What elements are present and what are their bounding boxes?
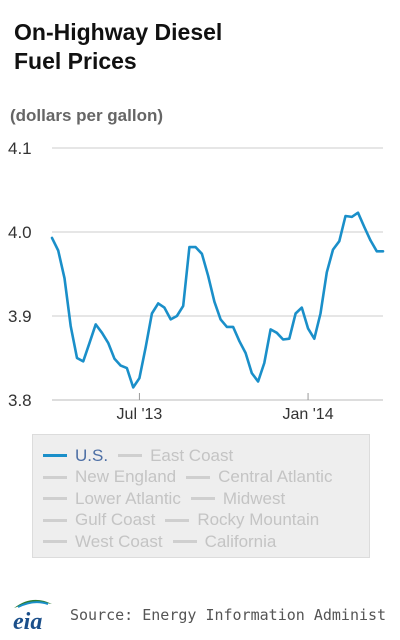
- legend-swatch: [43, 540, 67, 543]
- legend-swatch: [43, 475, 67, 479]
- legend-swatch: [43, 454, 67, 457]
- y-tick-label: 4.0: [8, 223, 32, 242]
- y-axis-ticks: 3.8 3.9 4.0 4.1: [8, 139, 32, 410]
- y-tick-label: 3.9: [8, 307, 32, 326]
- legend-swatch: [165, 518, 190, 522]
- unit-label: (dollars per gallon): [10, 106, 164, 125]
- legend: U.S. East Coast New England Central Atlanti…: [32, 434, 370, 558]
- eia-logo: eia: [13, 599, 52, 634]
- series-line-us: [50, 211, 385, 389]
- legend-label: Gulf Coast: [75, 510, 156, 529]
- legend-item-u-s[interactable]: U.S.: [43, 446, 108, 466]
- legend-item-central-atlantic[interactable]: Central Atlantic: [186, 467, 332, 487]
- y-tick-label: 3.8: [8, 391, 32, 410]
- legend-label: California: [204, 531, 277, 551]
- legend-row: West Coast California: [43, 530, 369, 552]
- legend-row: Lower Atlantic Midwest: [43, 487, 369, 509]
- footer: eia Source: Energy Information Administ: [10, 594, 400, 634]
- legend-label: Central Atlantic: [218, 467, 333, 486]
- legend-label: West Coast: [75, 531, 163, 551]
- logo-swoosh-accent: [17, 601, 49, 608]
- series-group: [50, 211, 385, 389]
- legend-item-rocky-mountain[interactable]: Rocky Mountain: [165, 510, 319, 530]
- legend-swatch: [190, 497, 215, 500]
- legend-item-california[interactable]: California: [172, 531, 277, 552]
- x-tick-label: Jan '14: [283, 406, 334, 423]
- chart-title-line-1: On-Highway Diesel: [14, 19, 223, 45]
- legend-item-gulf-coast[interactable]: Gulf Coast: [43, 510, 155, 530]
- legend-label: U.S.: [75, 445, 109, 465]
- legend-item-midwest[interactable]: Midwest: [190, 488, 286, 509]
- legend-label: New England: [75, 467, 177, 486]
- gridlines: [52, 147, 383, 401]
- legend-swatch: [172, 540, 197, 543]
- legend-swatch: [118, 454, 143, 457]
- y-tick-label: 4.1: [8, 139, 32, 158]
- legend-row: U.S. East Coast: [43, 444, 369, 466]
- legend-item-east-coast[interactable]: East Coast: [118, 446, 233, 466]
- legend-row: Gulf Coast Rocky Mountain: [43, 509, 369, 531]
- legend-swatch: [43, 518, 67, 522]
- legend-swatch: [43, 497, 67, 500]
- legend-label: Lower Atlantic: [75, 488, 181, 508]
- legend-item-west-coast[interactable]: West Coast: [43, 532, 163, 552]
- legend-rows: U.S. East Coast New England Central Atlanti…: [43, 444, 369, 552]
- legend-label: East Coast: [150, 445, 234, 465]
- logo-text: eia: [13, 609, 42, 634]
- legend-item-new-england[interactable]: New England: [43, 467, 176, 487]
- x-axis-ticks: Jul '13 Jan '14: [117, 393, 334, 423]
- legend-label: Midwest: [222, 488, 286, 508]
- source-text: Source: Energy Information Administ: [70, 606, 387, 624]
- legend-row: New England Central Atlantic: [43, 466, 369, 488]
- legend-label: Rocky Mountain: [197, 510, 320, 529]
- x-tick-label: Jul '13: [117, 406, 163, 423]
- legend-swatch: [186, 475, 211, 479]
- chart-title: On-Highway Diesel Fuel Prices: [14, 18, 344, 76]
- chart-title-line-2: Fuel Prices: [14, 48, 137, 74]
- line-chart: 3.8 3.9 4.0 4.1 Jul '13 Jan '14: [8, 139, 385, 423]
- legend-item-lower-atlantic[interactable]: Lower Atlantic: [43, 489, 181, 509]
